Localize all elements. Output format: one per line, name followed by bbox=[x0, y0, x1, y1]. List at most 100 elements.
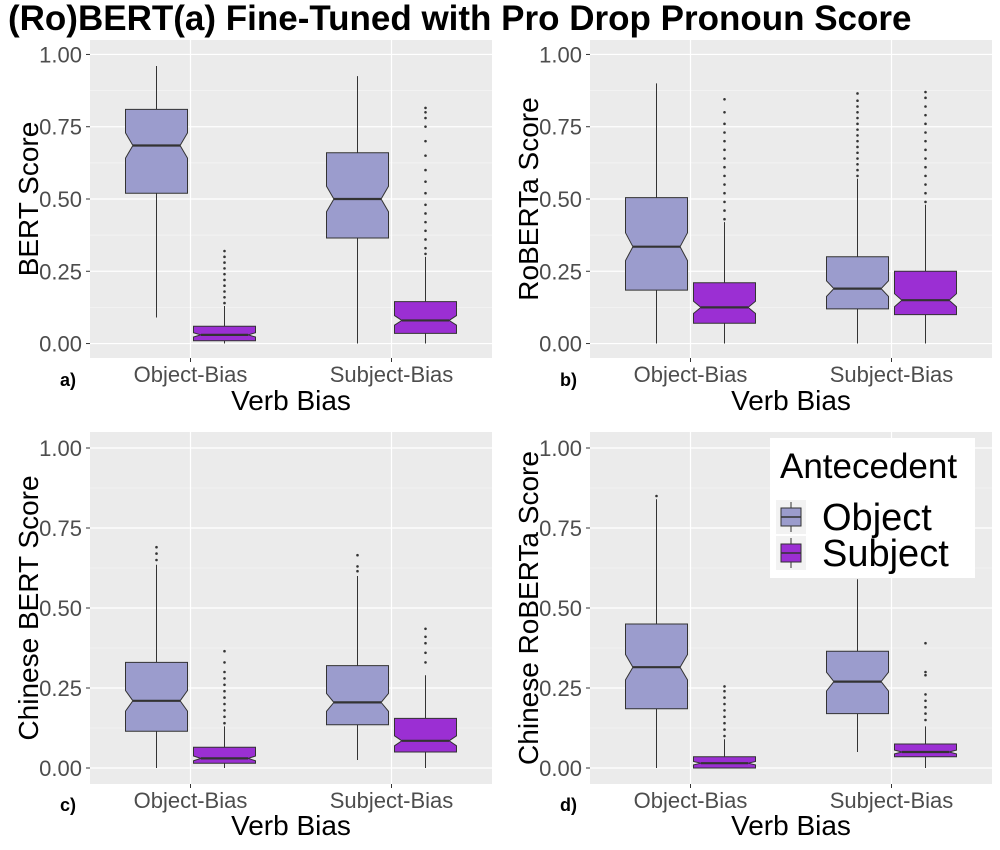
box-subject-subject-bias bbox=[394, 627, 457, 768]
outlier-point bbox=[424, 110, 427, 114]
outlier-point bbox=[424, 212, 427, 215]
y-tick-label: 0.75 bbox=[539, 516, 582, 541]
outlier-point bbox=[856, 157, 859, 160]
x-axis-label: Verb Bias bbox=[731, 385, 851, 416]
y-tick-label: 0.75 bbox=[539, 115, 582, 140]
outlier-point bbox=[723, 157, 726, 160]
outlier-point bbox=[723, 209, 726, 212]
panel-label: b) bbox=[560, 370, 577, 390]
box-object-object-bias bbox=[125, 545, 188, 768]
box-body bbox=[125, 661, 188, 732]
outlier-point bbox=[924, 641, 927, 645]
y-tick-label: 0.75 bbox=[39, 115, 82, 140]
outlier-point bbox=[723, 689, 726, 693]
outlier-point bbox=[424, 252, 427, 256]
outlier-point bbox=[924, 122, 927, 126]
outlier-point bbox=[856, 174, 859, 178]
outlier-point bbox=[924, 200, 927, 204]
box-subject-subject-bias bbox=[394, 106, 457, 344]
outlier-point bbox=[223, 272, 226, 276]
outlier-point bbox=[723, 174, 726, 178]
outlier-point bbox=[924, 139, 927, 143]
outlier-point bbox=[924, 183, 927, 186]
outlier-point bbox=[924, 174, 927, 178]
box-body bbox=[125, 108, 188, 194]
y-tick-label: 1.00 bbox=[39, 42, 82, 67]
outlier-point bbox=[223, 267, 226, 270]
outlier-point bbox=[723, 97, 726, 101]
outlier-point bbox=[924, 191, 927, 195]
panel-c: 0.00 0.25 0.50 0.75 1.00 Object-Bias Subject-B… bbox=[13, 432, 492, 841]
box-body bbox=[394, 717, 457, 753]
outlier-point bbox=[223, 689, 226, 693]
outlier-point bbox=[723, 200, 726, 204]
outlier-point bbox=[424, 641, 427, 645]
outlier-point bbox=[856, 122, 859, 126]
box-body bbox=[193, 325, 256, 342]
y-axis-label: RoBERTa Score bbox=[513, 97, 544, 300]
box-body bbox=[193, 746, 256, 764]
outlier-point bbox=[424, 154, 427, 157]
x-tick-label: Object-Bias bbox=[634, 788, 748, 813]
outlier-point bbox=[856, 128, 859, 131]
outlier-point bbox=[856, 99, 859, 103]
outlier-point bbox=[655, 494, 658, 498]
outlier-point bbox=[723, 217, 726, 221]
outlier-point bbox=[723, 685, 726, 688]
y-tick-label: 0.00 bbox=[539, 332, 582, 357]
legend-label-object: Object bbox=[822, 497, 932, 539]
x-tick-label: Subject-Bias bbox=[830, 362, 954, 387]
y-tick-label: 0.50 bbox=[39, 596, 82, 621]
outlier-point bbox=[424, 238, 427, 241]
y-tick-label: 1.00 bbox=[539, 42, 582, 67]
y-tick-label: 1.00 bbox=[39, 436, 82, 461]
outlier-point bbox=[924, 712, 927, 715]
box-object-subject-bias bbox=[326, 553, 389, 760]
outlier-point bbox=[924, 157, 927, 160]
box-subject-object-bias bbox=[193, 249, 256, 344]
outlier-point bbox=[723, 183, 726, 186]
legend-label-subject: Subject bbox=[822, 533, 949, 575]
y-axis-label: Chinese RoBERTa Score bbox=[513, 451, 544, 765]
x-tick-label: Object-Bias bbox=[134, 788, 248, 813]
outlier-point bbox=[723, 702, 726, 706]
y-tick-label: 0.25 bbox=[539, 259, 582, 284]
y-tick-label: 0.50 bbox=[539, 596, 582, 621]
y-axis-label: BERT Score bbox=[13, 122, 44, 277]
box-body bbox=[894, 743, 957, 758]
outlier-point bbox=[223, 255, 226, 259]
y-tick-label: 0.50 bbox=[39, 187, 82, 212]
outlier-point bbox=[723, 165, 726, 169]
x-tick-label: Object-Bias bbox=[134, 362, 248, 387]
outlier-point bbox=[856, 105, 859, 108]
box-body bbox=[693, 282, 756, 324]
outlier-point bbox=[723, 696, 726, 699]
y-axis-label: Chinese BERT Score bbox=[13, 475, 44, 740]
outlier-point bbox=[924, 718, 927, 722]
y-tick-label: 1.00 bbox=[539, 436, 582, 461]
outlier-point bbox=[424, 635, 427, 639]
outlier-point bbox=[223, 649, 226, 653]
outlier-point bbox=[424, 125, 427, 129]
outlier-point bbox=[723, 148, 726, 152]
outlier-point bbox=[723, 122, 726, 126]
outlier-point bbox=[424, 651, 427, 655]
y-tick-label: 0.25 bbox=[39, 259, 82, 284]
box-object-subject-bias bbox=[326, 76, 389, 344]
box-body bbox=[826, 256, 889, 310]
outlier-point bbox=[924, 148, 927, 152]
x-axis-label: Verb Bias bbox=[231, 810, 351, 841]
y-tick-label: 0.75 bbox=[39, 516, 82, 541]
outlier-point bbox=[223, 721, 226, 725]
box-body bbox=[394, 301, 457, 334]
outlier-point bbox=[856, 134, 859, 137]
outlier-point bbox=[223, 284, 226, 288]
outlier-point bbox=[924, 105, 927, 108]
outlier-point bbox=[155, 545, 158, 549]
outlier-point bbox=[856, 168, 859, 172]
outlier-point bbox=[856, 110, 859, 114]
box-subject-object-bias bbox=[693, 97, 756, 344]
outlier-point bbox=[424, 116, 427, 120]
x-tick-label: Subject-Bias bbox=[330, 362, 454, 387]
x-tick-label: Subject-Bias bbox=[330, 788, 454, 813]
